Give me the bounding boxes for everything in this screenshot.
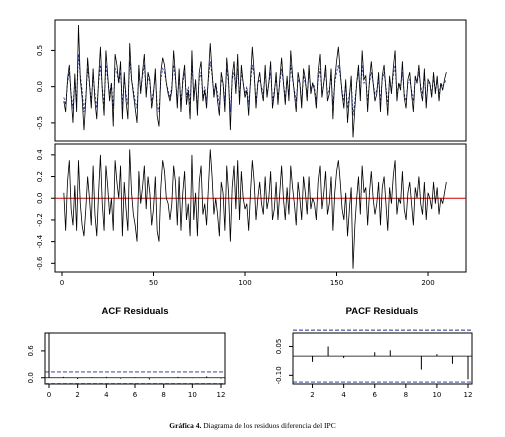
residual-y-tick-label: -0.4 [36,234,44,248]
fitted-vs-actual-panel: -0.5 0.0 0.5 [36,19,467,142]
pacf-x-tick-label: 8 [404,391,408,399]
residual-y-tick-label: 0.4 [36,149,44,161]
pacf-x-tick-label: 2 [310,391,314,399]
acf-x-tick-label: 12 [217,391,226,399]
residual-series-line [63,149,447,269]
acf-x-tick-label: 2 [75,391,79,399]
residuals-panel: -0.6 -0.4 -0.2 0.0 0.2 0.4 0 50 100 150 200 [36,143,467,287]
pacf-x-tick-label: 10 [432,391,441,399]
caption-text: Diagrama de los residuos diferencia del … [203,421,336,430]
residual-x-tick-label: 200 [421,279,434,287]
top-plot-frame [54,19,467,142]
acf-x-tick-label: 0 [47,391,51,399]
residual-x-tick-label: 0 [60,279,64,287]
caption-label: Gráfica 4. [169,421,202,430]
observed-series-line [63,25,447,138]
pacf-panel: -0.10 0.05 2 4 6 8 10 12 [275,329,473,399]
pacf-y-tick-label: -0.10 [275,366,283,384]
acf-x-tick-label: 10 [188,391,197,399]
acf-x-tick-label: 4 [104,391,109,399]
acf-y-tick-label: 0.6 [27,345,35,357]
top-y-tick-label: 0.5 [36,45,44,56]
residual-y-tick-label: -0.6 [36,256,44,270]
residual-x-tick-label: 100 [238,279,251,287]
residual-y-tick-label: 0.0 [36,193,44,204]
pacf-plot-frame [292,332,473,385]
residual-x-tick-label: 150 [330,279,343,287]
acf-x-tick-label: 6 [133,391,138,399]
pacf-y-tick-label: 0.05 [275,339,283,355]
acf-title: ACF Residuals [101,306,168,317]
pacf-x-tick-label: 6 [372,391,377,399]
figure-caption: Gráfica 4. Diagrama de los residuos dife… [0,421,505,430]
acf-panel: 0.0 0.6 0 2 4 6 8 10 12 [27,332,226,399]
residual-y-tick-label: -0.2 [36,213,44,227]
acf-plot-frame [44,332,226,385]
top-y-tick-label: 0.0 [36,81,44,92]
acf-y-tick-label: 0.0 [27,372,35,383]
pacf-x-tick-label: 12 [464,391,473,399]
residual-plot-frame [54,143,467,273]
acf-x-tick-label: 8 [161,391,165,399]
pacf-x-tick-label: 4 [341,391,346,399]
residual-y-tick-label: 0.2 [36,171,44,182]
top-y-tick-label: -0.5 [36,116,44,130]
residual-x-tick-label: 50 [149,279,158,287]
pacf-title: PACF Residuals [346,306,419,317]
